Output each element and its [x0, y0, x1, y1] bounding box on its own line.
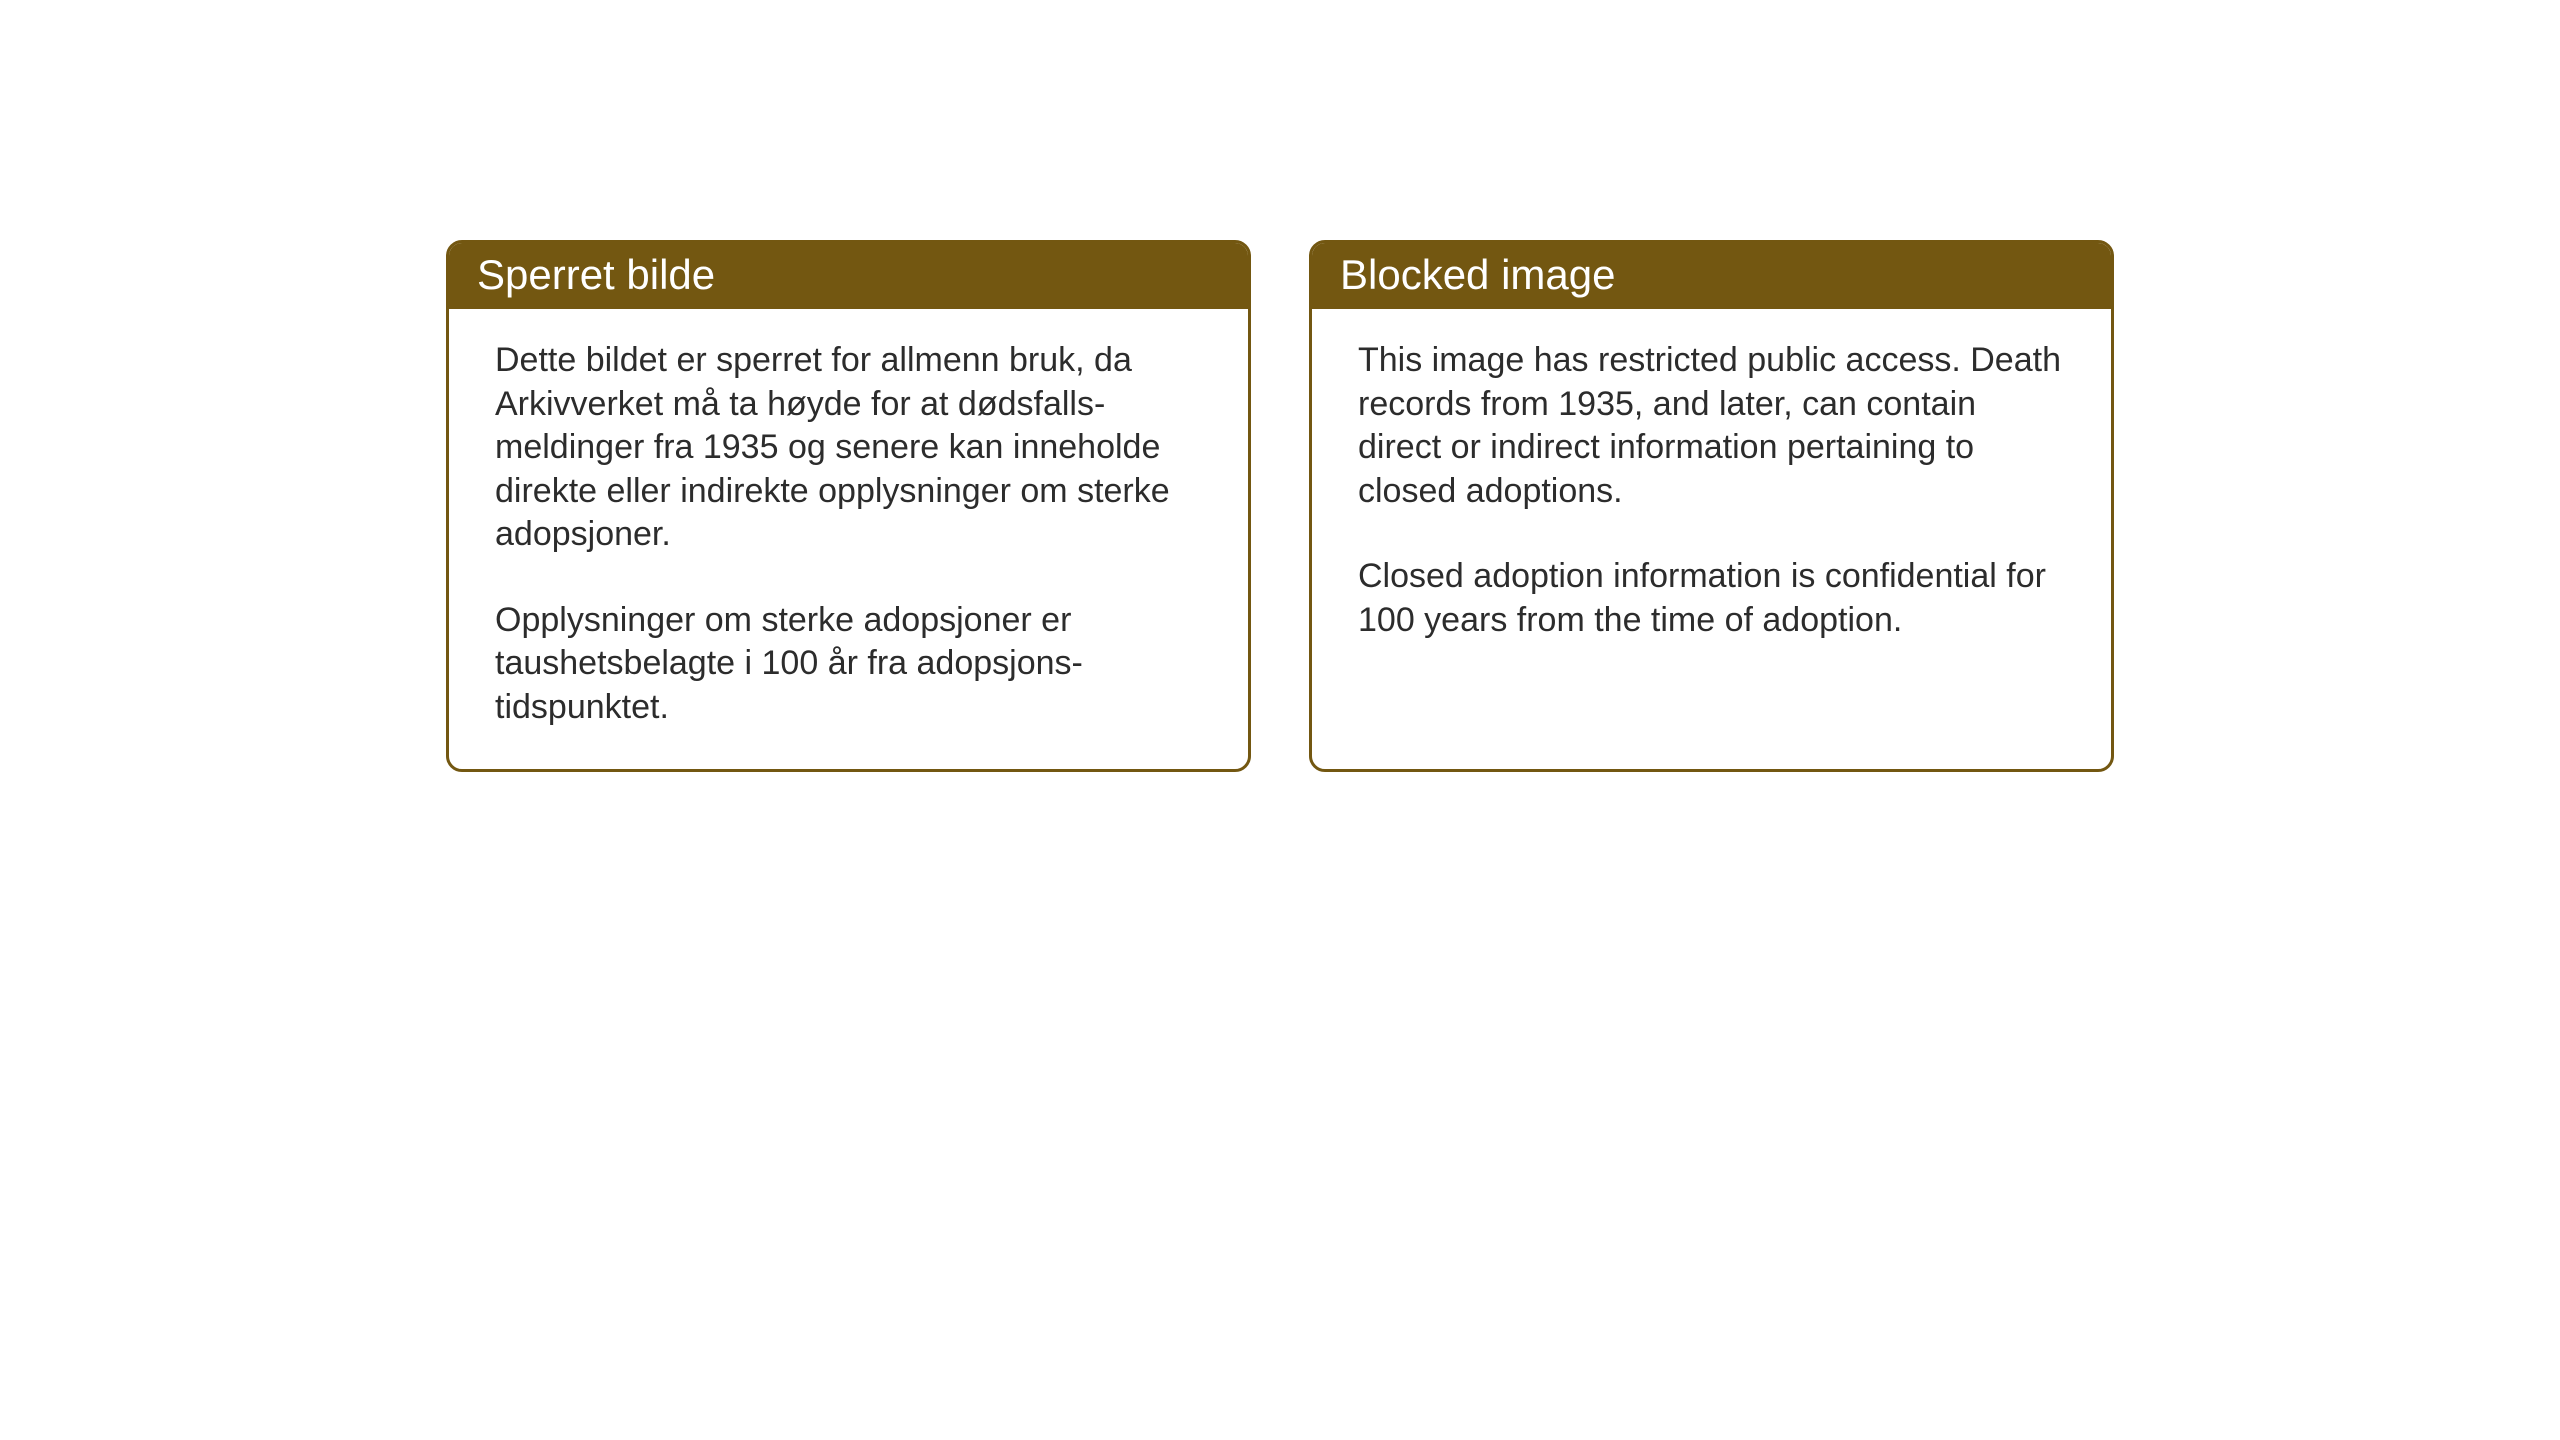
english-paragraph-1: This image has restricted public access.… [1358, 339, 2065, 513]
info-cards-container: Sperret bilde Dette bildet er sperret fo… [446, 240, 2114, 772]
norwegian-info-card: Sperret bilde Dette bildet er sperret fo… [446, 240, 1251, 772]
english-paragraph-2: Closed adoption information is confident… [1358, 555, 2065, 642]
english-info-card: Blocked image This image has restricted … [1309, 240, 2114, 772]
norwegian-card-title: Sperret bilde [449, 243, 1248, 309]
english-card-title: Blocked image [1312, 243, 2111, 309]
norwegian-card-body: Dette bildet er sperret for allmenn bruk… [449, 309, 1248, 769]
norwegian-paragraph-2: Opplysninger om sterke adopsjoner er tau… [495, 599, 1202, 730]
english-card-body: This image has restricted public access.… [1312, 309, 2111, 682]
norwegian-paragraph-1: Dette bildet er sperret for allmenn bruk… [495, 339, 1202, 557]
